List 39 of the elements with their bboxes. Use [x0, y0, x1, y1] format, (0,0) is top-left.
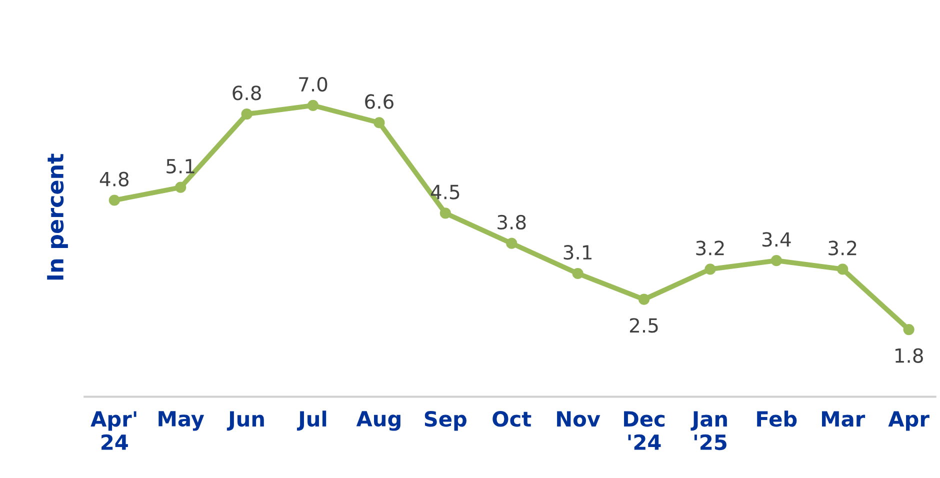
x-tick-label: Feb	[757, 410, 797, 427]
point	[241, 108, 252, 120]
data-label: 5.1	[166, 159, 194, 174]
point	[307, 100, 319, 112]
point	[837, 264, 848, 275]
data-label: 4.8	[100, 172, 129, 186]
point	[572, 268, 584, 280]
point	[770, 255, 782, 266]
y-axis-title: In percent	[47, 154, 68, 280]
data-label: 2.5	[630, 318, 658, 333]
data-label: 3.8	[498, 214, 526, 230]
x-tick-label: Sep	[424, 410, 466, 431]
data-label: 3.1	[564, 244, 592, 260]
x-tick-label: Oct	[492, 410, 532, 427]
x-tick-label: Apr	[888, 411, 930, 431]
data-label: 7.0	[299, 76, 328, 92]
data-label: 3.4	[762, 232, 791, 247]
x-tick-label: Aug	[356, 411, 400, 431]
point	[374, 117, 385, 128]
x-tick-label: Apr' 24	[90, 411, 136, 450]
point	[903, 324, 914, 336]
data-label: 6.8	[232, 86, 261, 100]
point	[175, 182, 186, 193]
data-label: 3.2	[696, 240, 724, 256]
x-tick-label: Jun	[226, 411, 264, 431]
x-tick-label: Jan '25	[690, 411, 727, 450]
data-label: 3.2	[828, 240, 856, 256]
point	[108, 194, 120, 206]
x-tick-label: Mar	[822, 411, 866, 427]
point	[704, 264, 716, 275]
point	[440, 208, 451, 219]
x-tick-label: May	[158, 411, 204, 431]
x-tick-label: Dec '24	[624, 411, 664, 450]
x-tick-label: Nov	[557, 411, 600, 427]
data-label: 1.8	[895, 348, 923, 363]
data-label: 6.6	[365, 94, 394, 109]
x-tick-label: Jul	[296, 410, 326, 431]
point	[506, 238, 518, 249]
point	[638, 294, 650, 305]
